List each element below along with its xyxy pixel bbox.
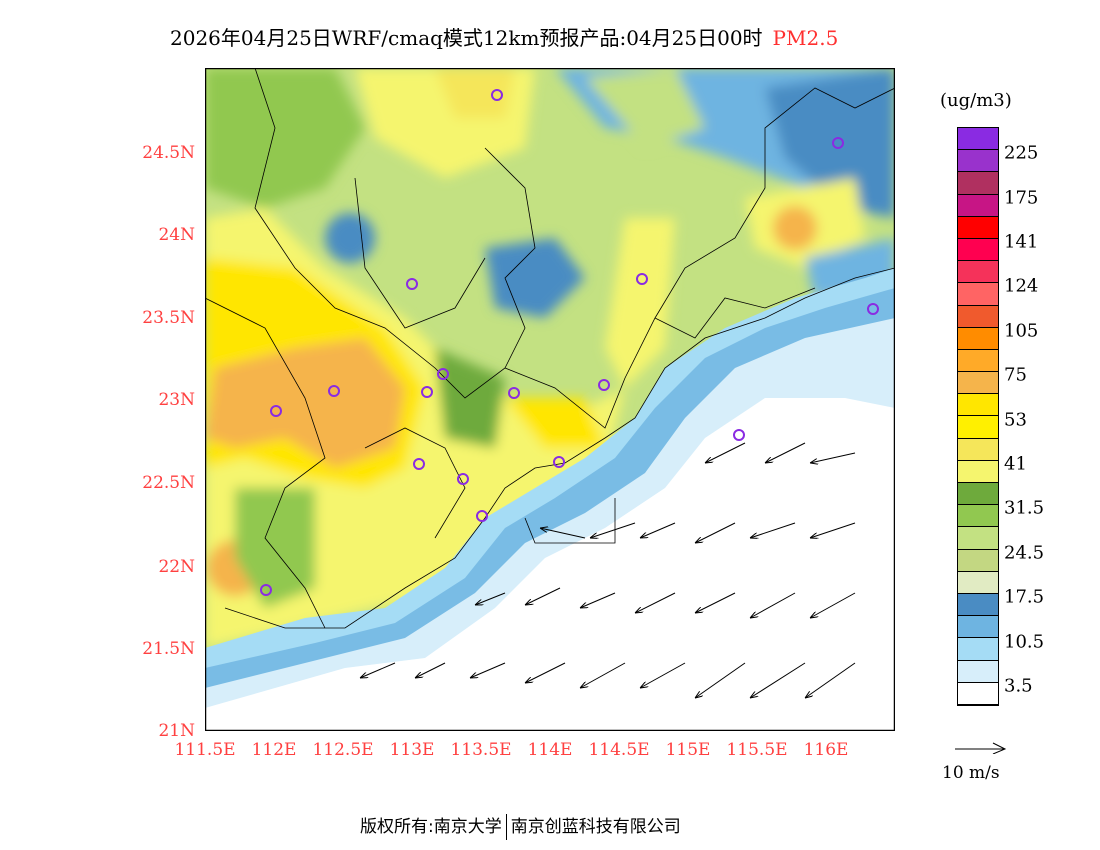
- legend-label: 31.5: [1004, 497, 1045, 519]
- legend-label: 105: [1004, 320, 1039, 342]
- copyright-footer: 版权所有:南京大学 南京创蓝科技有限公司: [360, 812, 681, 840]
- lon-label: 115E: [665, 740, 711, 760]
- legend-swatch: [958, 527, 998, 550]
- lat-label: 24.5N: [142, 143, 195, 163]
- legend-swatch: [958, 571, 998, 594]
- ocean: [205, 268, 895, 731]
- lat-label: 23.5N: [142, 308, 195, 328]
- map-title: 2026年04月25日WRF/cmaq模式12km预报产品:04月25日00时 P…: [170, 22, 838, 51]
- lon-label: 116E: [803, 740, 849, 760]
- lon-label: 113.5E: [450, 740, 512, 760]
- legend-label: 10.5: [1004, 631, 1045, 653]
- boundaries: [205, 68, 895, 629]
- lat-label: 23N: [158, 390, 195, 410]
- lat-label: 21.5N: [142, 639, 195, 659]
- legend-label: 225: [1004, 142, 1039, 164]
- color-legend: [957, 127, 999, 706]
- legend-swatch: [958, 372, 998, 395]
- legend-label: 141: [1004, 231, 1039, 253]
- legend-swatch: [958, 172, 998, 195]
- legend-label: 17.5: [1004, 586, 1045, 608]
- lat-label: 21N: [158, 721, 195, 741]
- copyright-left: 版权所有:南京大学: [360, 817, 502, 837]
- legend-swatch: [958, 593, 998, 617]
- legend-swatch: [958, 305, 998, 328]
- legend-swatch: [958, 150, 998, 173]
- monitoring-stations: [260, 89, 879, 596]
- legend-label: 41: [1004, 453, 1027, 475]
- lon-label: 115.5E: [726, 740, 788, 760]
- map-frame: [205, 68, 895, 731]
- legend-swatch: [958, 327, 998, 350]
- lon-label: 112E: [251, 740, 297, 760]
- lat-label: 22.5N: [142, 473, 195, 493]
- legend-label: 124: [1004, 275, 1039, 297]
- legend-swatch: [958, 416, 998, 439]
- pollutant-label: PM2.5: [772, 26, 839, 50]
- legend-swatch: [958, 616, 998, 639]
- legend-swatch: [958, 349, 998, 373]
- footer-divider: [505, 814, 507, 840]
- legend-swatch: [958, 394, 998, 417]
- legend-label: 175: [1004, 187, 1039, 209]
- legend-label: 75: [1004, 364, 1027, 386]
- lon-label: 114E: [527, 740, 573, 760]
- legend-swatch: [958, 638, 998, 661]
- legend-swatch: [958, 283, 998, 306]
- legend-swatch: [958, 460, 998, 483]
- lon-label: 112.5E: [312, 740, 374, 760]
- legend-swatch: [958, 261, 998, 284]
- legend-swatch: [958, 660, 998, 683]
- pm25-map: [205, 68, 895, 731]
- legend-swatch: [958, 682, 998, 705]
- legend-swatch: [958, 438, 998, 461]
- legend-swatch: [958, 549, 998, 572]
- lon-label: 114.5E: [588, 740, 650, 760]
- lon-label: 113E: [389, 740, 435, 760]
- legend-label: 24.5: [1004, 542, 1045, 564]
- legend-swatch: [958, 238, 998, 262]
- title-text: 2026年04月25日WRF/cmaq模式12km预报产品:04月25日00时: [170, 26, 763, 50]
- legend-swatch: [958, 194, 998, 217]
- legend-swatch: [958, 505, 998, 528]
- legend-label: 3.5: [1004, 675, 1033, 697]
- lat-label: 22N: [158, 557, 195, 577]
- wind-reference-arrow-icon: [955, 742, 1007, 754]
- wind-reference-label: 10 m/s: [942, 763, 1000, 783]
- wind-vectors: [360, 442, 856, 698]
- legend-swatch: [958, 128, 998, 151]
- legend-swatch: [958, 216, 998, 239]
- copyright-right: 南京创蓝科技有限公司: [510, 817, 681, 837]
- lon-label: 111.5E: [174, 740, 236, 760]
- lat-label: 24N: [158, 225, 195, 245]
- legend-label: 53: [1004, 409, 1027, 431]
- legend-unit: (ug/m3): [940, 90, 1012, 111]
- legend-swatch: [958, 483, 998, 506]
